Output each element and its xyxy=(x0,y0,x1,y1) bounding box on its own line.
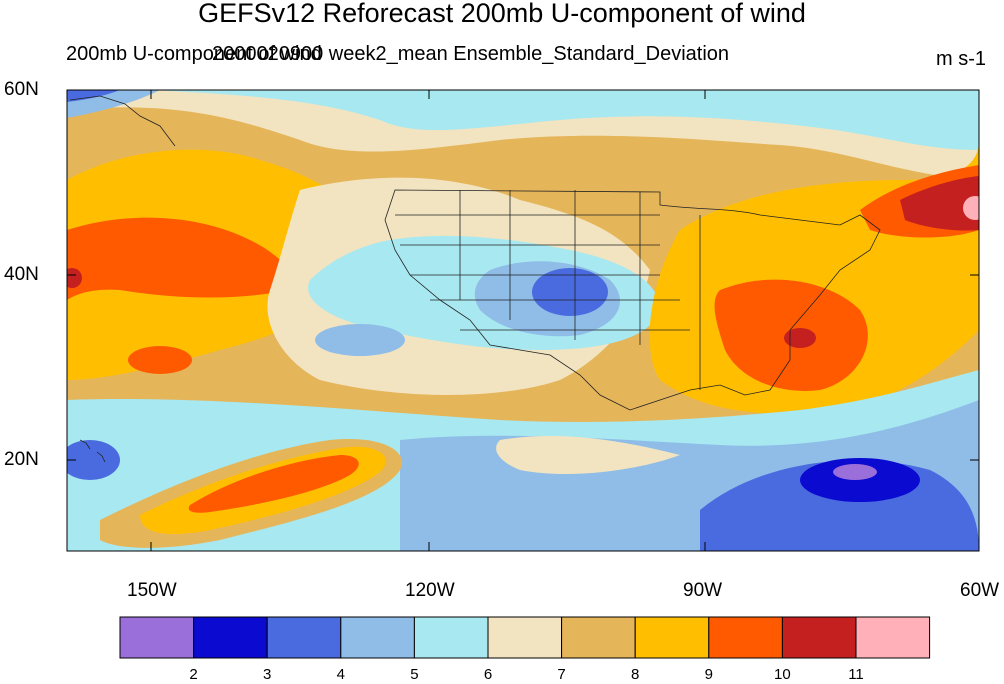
colorbar-tick-label-10: 10 xyxy=(774,666,791,683)
contour-11-east xyxy=(784,328,816,348)
colorbar-box-4 xyxy=(413,616,489,659)
colorbar-tick-label-5: 5 xyxy=(410,666,419,683)
contour-11-northeast xyxy=(900,176,979,231)
contour-4-hawaii xyxy=(67,440,120,480)
contour-7-south-central xyxy=(496,435,680,475)
contour-5-west-coast xyxy=(315,324,405,356)
lat-label-40n: 40N xyxy=(4,264,39,285)
colorbar-box-7 xyxy=(634,616,710,659)
contour-10-subtropic xyxy=(188,455,359,513)
colorbar-box-2 xyxy=(266,616,342,659)
map-panel xyxy=(66,89,980,552)
lat-label-20n: 20N xyxy=(4,449,39,470)
lon-label-150w: 150W xyxy=(127,580,177,601)
colorbar-box-0 xyxy=(119,616,195,659)
boundaries xyxy=(69,95,881,463)
colorbar-tick-label-9: 9 xyxy=(704,666,713,683)
hawaii-outline xyxy=(79,439,106,463)
center-subtitle: 2000020900 week2_mean Ensemble_Standard_… xyxy=(212,43,730,65)
contour-10-west xyxy=(67,217,293,300)
left-subtitle: 200mb U-component of wind xyxy=(66,43,322,65)
tick-marks xyxy=(67,89,980,551)
units-label: m s-1 xyxy=(936,48,986,70)
figure-title: GEFSv12 Reforecast 200mb U-component of … xyxy=(198,0,806,28)
colorbar-tick-label-11: 11 xyxy=(848,666,864,683)
colorbar-boxes xyxy=(119,616,931,659)
state-lines xyxy=(395,214,690,331)
contour-4-central xyxy=(532,268,608,316)
plot-frame xyxy=(66,89,980,552)
colorbar-box-3 xyxy=(340,616,415,659)
colorbar-box-9 xyxy=(781,616,857,659)
state-lines-vertical xyxy=(459,190,701,390)
colorbar-box-1 xyxy=(193,616,268,659)
contour-6-north xyxy=(150,90,979,150)
contour-11-west xyxy=(67,268,82,288)
contour-2-south xyxy=(833,464,877,480)
lon-label-120w: 120W xyxy=(405,580,455,601)
colorbar-box-5 xyxy=(487,616,563,659)
usa-outline xyxy=(384,189,881,411)
contour-12-northeast xyxy=(963,196,979,220)
lon-label-60w: 60W xyxy=(960,580,1000,601)
colorbar-box-6 xyxy=(561,616,636,659)
colorbar-tick-label-7: 7 xyxy=(557,666,566,683)
contour-3-south xyxy=(800,458,920,502)
colorbar-tick-label-6: 6 xyxy=(483,666,493,683)
lat-label-60n: 60N xyxy=(4,79,39,100)
contour-field xyxy=(67,90,979,551)
colorbar-box-10 xyxy=(855,616,931,659)
colorbar-tick-label-4: 4 xyxy=(336,666,345,683)
alaska-outline xyxy=(69,95,176,147)
lon-label-90w: 90W xyxy=(683,580,723,601)
colorbar-tick-label-3: 3 xyxy=(263,666,272,683)
colorbar-tick-label-8: 8 xyxy=(631,666,640,683)
colorbar-box-8 xyxy=(708,616,783,659)
contour-10-spot xyxy=(128,346,192,374)
colorbar-tick-label-2: 2 xyxy=(189,666,198,683)
